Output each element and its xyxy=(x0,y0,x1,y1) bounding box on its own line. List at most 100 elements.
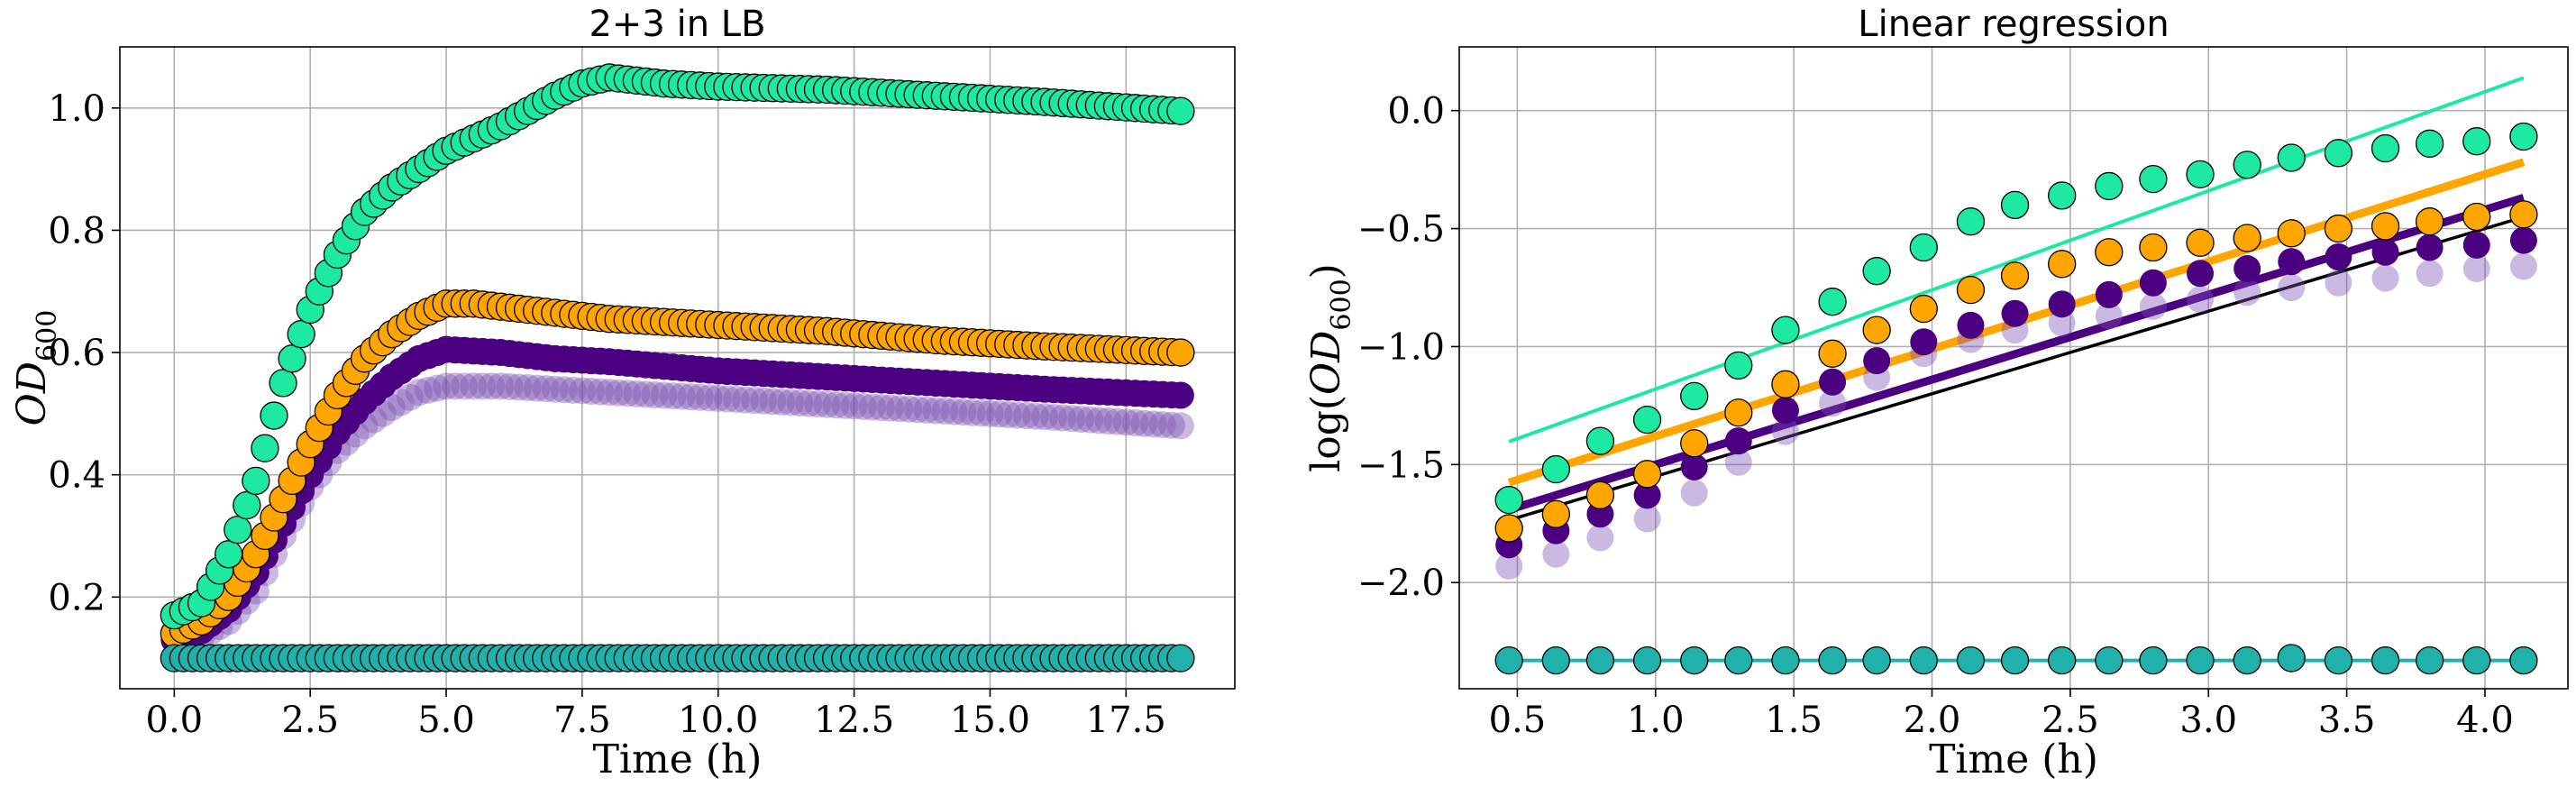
data-point xyxy=(1586,524,1614,552)
data-point xyxy=(1863,347,1891,375)
data-point xyxy=(2095,302,2123,330)
data-point xyxy=(1680,381,1709,411)
data-point xyxy=(668,382,696,410)
data-point xyxy=(1956,275,1986,305)
data-point xyxy=(1494,485,1523,515)
data-point xyxy=(732,386,760,414)
data-point xyxy=(1862,316,1891,344)
data-point xyxy=(2139,233,2168,262)
data-point xyxy=(759,388,787,416)
x-tick-label: 2.5 xyxy=(281,700,339,741)
data-point xyxy=(1771,316,1800,344)
data-point xyxy=(2509,122,2538,151)
data-point xyxy=(1633,505,1661,533)
chart-growth-curve: 0.0 2.5 5.0 7.5 10.0 12.5 15.0 17.5 0.2 0.4 0.6 0.8… xyxy=(9,4,1236,782)
data-point xyxy=(2278,248,2306,276)
y-axis-label: log(OD600) xyxy=(1303,263,1357,472)
data-point xyxy=(260,401,288,430)
data-point xyxy=(1166,412,1194,440)
data-point xyxy=(242,466,270,496)
data-point xyxy=(1632,405,1662,435)
data-point xyxy=(1633,481,1661,509)
data-point xyxy=(2095,171,2124,201)
data-point xyxy=(1494,514,1523,543)
data-point xyxy=(2462,645,2491,675)
y-tick-label: −2.0 xyxy=(1357,563,1445,604)
data-point xyxy=(2233,255,2261,283)
data-point xyxy=(1957,311,1985,339)
data-point xyxy=(433,372,461,400)
series-4 xyxy=(160,644,1195,673)
data-point xyxy=(2462,127,2491,156)
data-point xyxy=(650,381,678,409)
data-point xyxy=(2462,202,2491,232)
series-2 xyxy=(1494,200,2538,543)
data-point xyxy=(469,372,497,400)
y-tick-label: 0.2 xyxy=(48,577,105,618)
data-point xyxy=(2277,219,2306,248)
data-point xyxy=(1724,645,1753,675)
data-point xyxy=(1724,448,1752,476)
data-point xyxy=(605,379,633,407)
data-point xyxy=(1494,645,1523,675)
data-point xyxy=(2186,228,2215,257)
data-point xyxy=(505,373,533,401)
data-point xyxy=(1771,397,1799,425)
data-point xyxy=(1632,460,1662,489)
data-point xyxy=(2186,645,2215,675)
x-tick-label: 7.5 xyxy=(553,700,611,741)
data-point xyxy=(940,398,968,426)
data-point xyxy=(2000,261,2030,290)
data-point xyxy=(1771,370,1800,398)
data-point xyxy=(1166,644,1195,673)
data-point xyxy=(496,372,524,400)
data-point xyxy=(2048,309,2076,337)
x-tick-label: 0.0 xyxy=(146,700,204,741)
data-point xyxy=(867,394,895,422)
data-point xyxy=(976,399,1004,427)
data-point xyxy=(804,390,832,418)
data-point xyxy=(1632,645,1662,675)
data-point xyxy=(2048,645,2077,675)
data-point xyxy=(2462,255,2490,283)
y-tick-label: −1.0 xyxy=(1357,326,1445,368)
data-point xyxy=(831,391,859,419)
y-tick-label: 0.4 xyxy=(48,455,105,497)
x-tick-label: 15.0 xyxy=(950,700,1030,741)
data-point xyxy=(287,319,315,349)
x-tick-label: 0.5 xyxy=(1489,700,1547,741)
data-point xyxy=(659,382,687,410)
data-point xyxy=(2000,190,2030,220)
x-tick-label: 12.5 xyxy=(814,700,894,741)
data-point xyxy=(1680,645,1709,675)
data-point xyxy=(2324,645,2353,675)
data-point xyxy=(786,389,814,416)
data-point xyxy=(958,398,986,426)
data-point xyxy=(405,379,433,407)
y-tick-label: 0.0 xyxy=(1387,91,1445,133)
data-point xyxy=(2095,280,2123,308)
data-point xyxy=(2048,250,2077,279)
data-point xyxy=(840,392,868,420)
data-point xyxy=(904,396,932,424)
x-tick-label: 1.5 xyxy=(1765,700,1822,741)
data-point xyxy=(2509,252,2537,280)
data-point xyxy=(849,392,877,420)
data-point xyxy=(994,400,1022,428)
data-point xyxy=(523,374,551,402)
y-tick-label: −1.5 xyxy=(1357,444,1445,486)
data-point xyxy=(596,379,624,407)
data-point xyxy=(1049,404,1077,432)
data-point xyxy=(1139,410,1167,438)
data-point xyxy=(1040,403,1068,431)
data-point xyxy=(278,344,306,373)
data-point xyxy=(741,387,769,415)
chart-linear-regression: 0.5 1.0 1.5 2.0 2.5 3.0 3.5 4.0 0.0 −0.5 −1.0 −1.5 −… xyxy=(1303,4,2569,782)
data-point xyxy=(722,386,750,414)
data-point xyxy=(587,378,615,406)
data-point xyxy=(2277,143,2306,172)
data-point xyxy=(2233,151,2261,179)
data-point xyxy=(2370,645,2400,675)
data-point xyxy=(2509,645,2538,675)
data-point xyxy=(1909,294,1938,324)
